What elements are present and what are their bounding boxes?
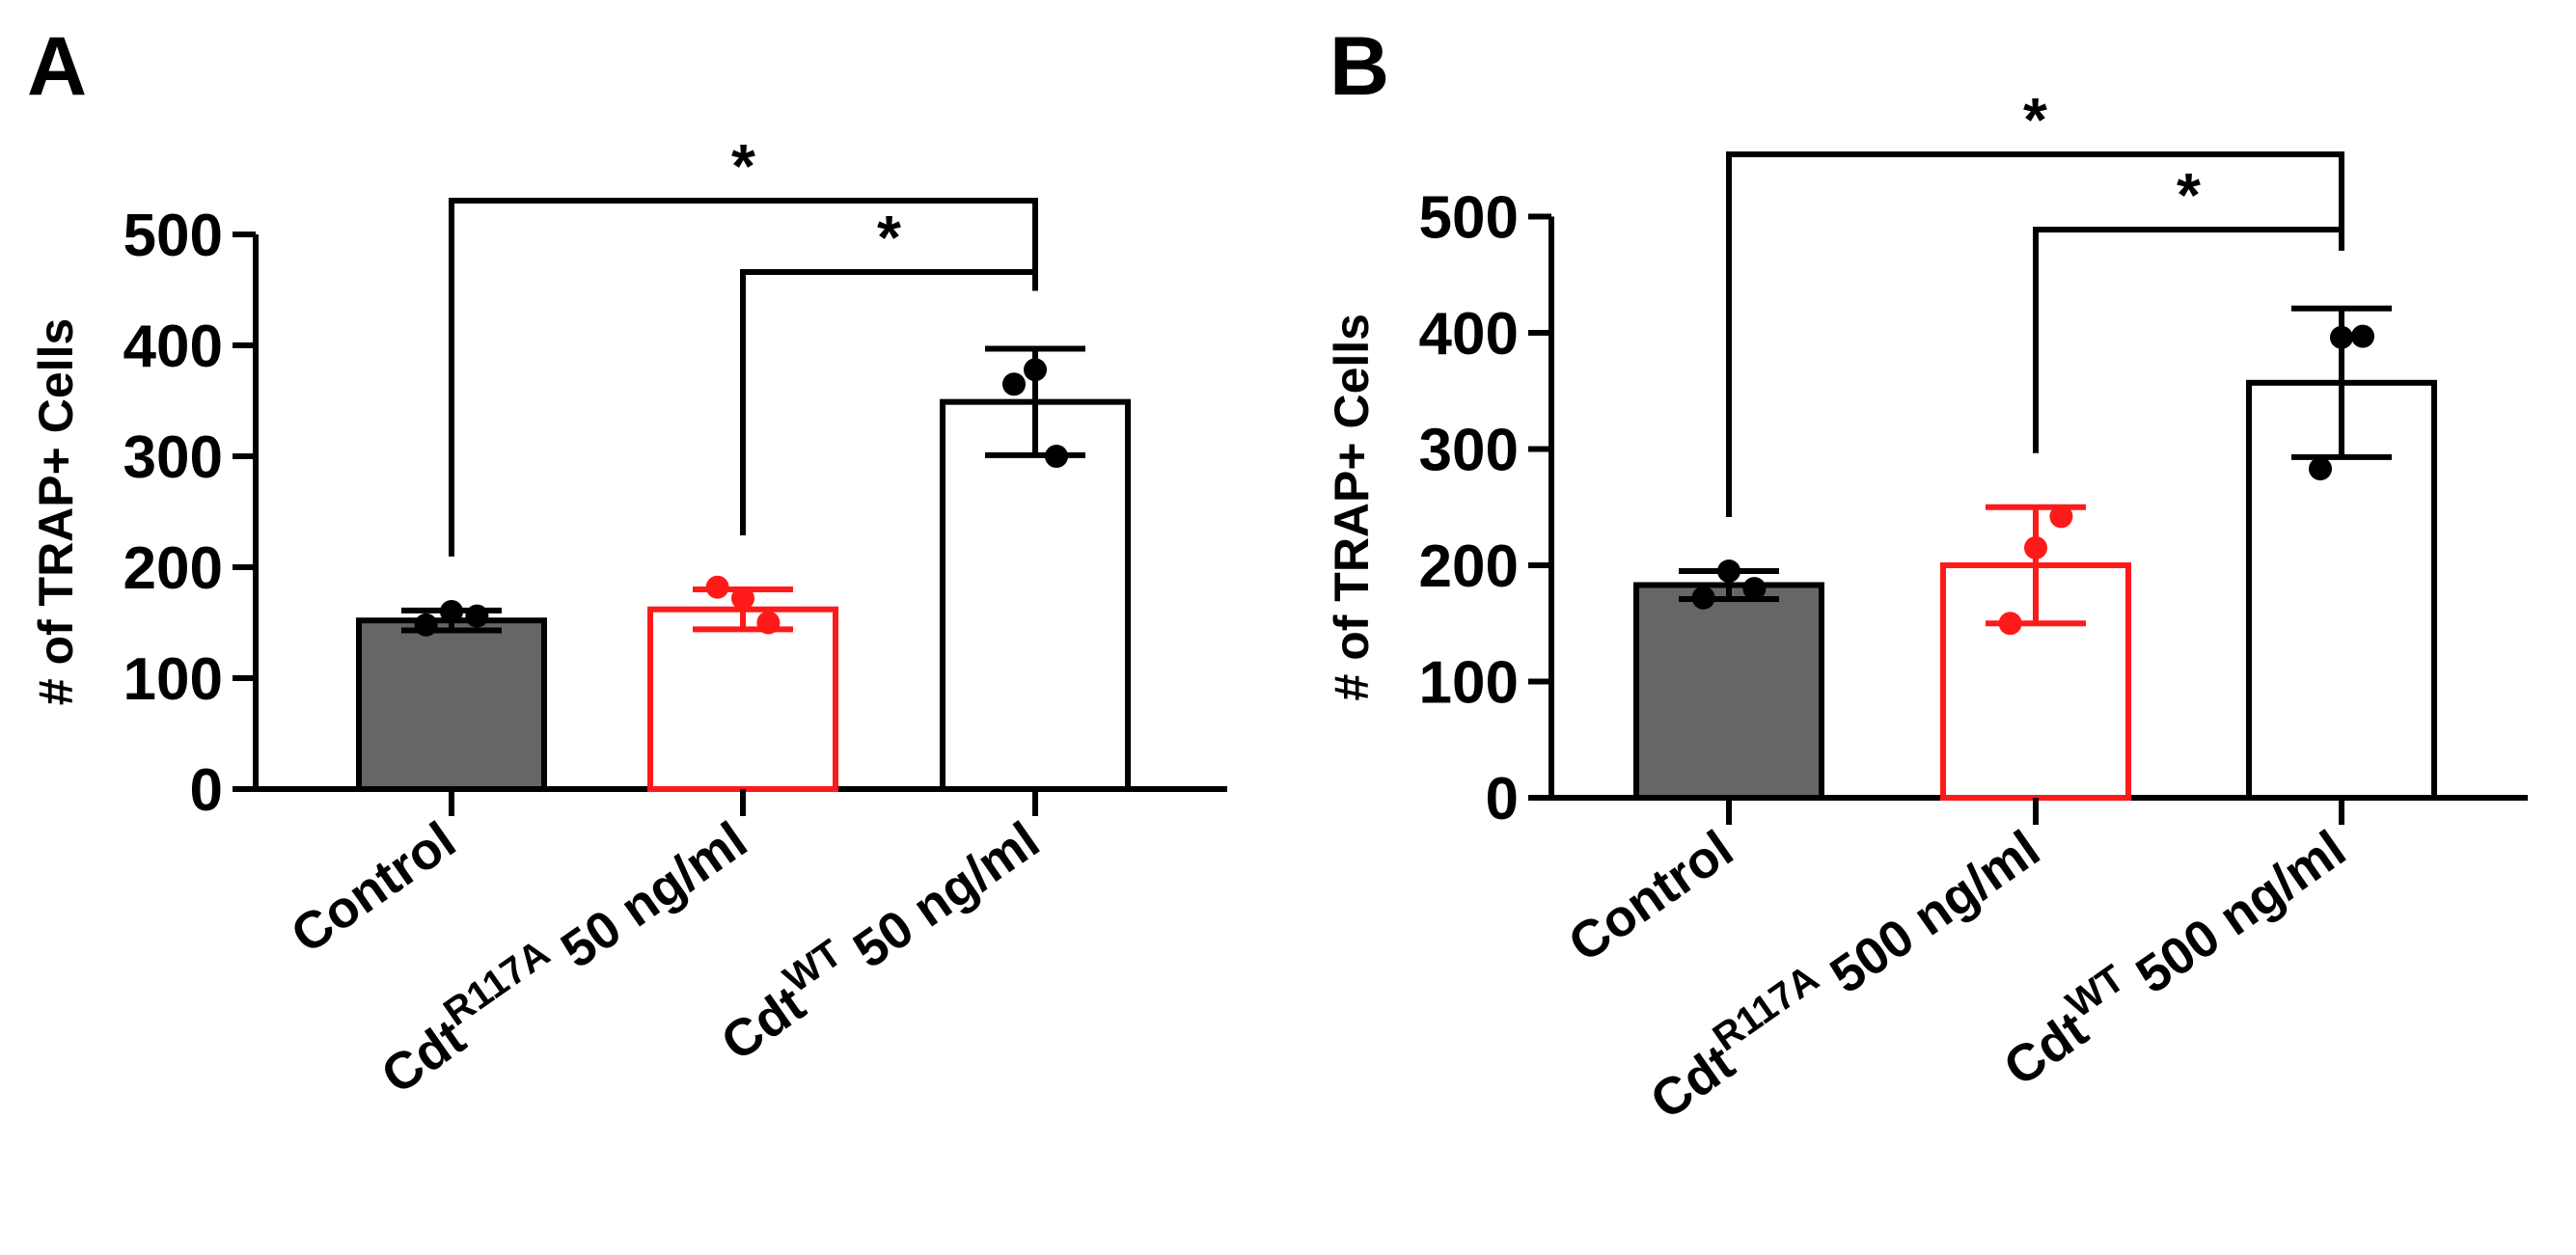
bar xyxy=(356,617,547,793)
y-tick-label: 500 xyxy=(1419,185,1519,252)
y-tick-label: 0 xyxy=(190,757,223,824)
data-point xyxy=(440,600,463,623)
bar xyxy=(647,606,838,793)
y-tick-label: 300 xyxy=(123,424,223,491)
panel-label-b: B xyxy=(1329,20,1389,113)
x-tick-label: Control xyxy=(281,811,466,965)
significance-star: * xyxy=(2177,160,2201,230)
data-point xyxy=(2309,456,2332,480)
data-point xyxy=(1998,612,2022,636)
data-point xyxy=(465,604,489,628)
x-label-rest: 500 ng/ml xyxy=(2114,820,2356,1014)
y-tick-label: 200 xyxy=(123,535,223,602)
y-tick-label: 300 xyxy=(1419,418,1519,484)
x-label-rest: 50 ng/ml xyxy=(539,811,757,988)
y-tick-label: 500 xyxy=(123,203,223,269)
y-tick-label: 100 xyxy=(1419,650,1519,717)
data-point xyxy=(731,587,754,611)
y-tick-label: 0 xyxy=(1486,766,1519,832)
data-point xyxy=(2351,324,2374,348)
significance-star: * xyxy=(731,131,755,201)
y-axis-label: # of TRAP+ Cells xyxy=(1325,314,1379,701)
panel-label-a: A xyxy=(27,20,87,113)
x-label-rest: 500 ng/ml xyxy=(1808,820,2050,1014)
y-tick-label: 400 xyxy=(123,314,223,380)
x-label-superscript: R117A xyxy=(436,932,557,1034)
data-point xyxy=(414,613,438,637)
panel-b-chart: 0 100 200 300 400 500 # of TRAP+ Cells Control C… xyxy=(1325,85,2528,1131)
y-axis-label: # of TRAP+ Cells xyxy=(29,318,83,706)
x-tick-label: CdtWT 500 ng/ml xyxy=(1987,811,2356,1098)
data-point xyxy=(1002,372,1026,396)
bar xyxy=(1633,582,1824,801)
panel-a-chart: 0 100 200 300 400 500 # of TRAP+ Cells Control C… xyxy=(29,131,1227,1105)
data-point xyxy=(1717,559,1740,584)
y-tick-label: 200 xyxy=(1419,533,1519,600)
significance-star: * xyxy=(2023,85,2047,154)
bar xyxy=(940,398,1131,792)
data-point xyxy=(1045,445,1068,468)
y-tick-label: 100 xyxy=(123,646,223,713)
data-point xyxy=(1742,577,1767,601)
x-label-superscript: R117A xyxy=(1706,957,1826,1059)
data-point xyxy=(756,611,781,635)
x-tick-label: Control xyxy=(1558,820,1743,973)
data-point xyxy=(2049,505,2073,529)
significance-bracket xyxy=(740,269,1038,535)
data-point xyxy=(2024,535,2047,559)
bar xyxy=(1940,562,2131,801)
data-point xyxy=(1024,358,1047,382)
significance-bracket xyxy=(449,198,1038,557)
x-tick-label: CdtWT 50 ng/ml xyxy=(705,803,1050,1073)
data-point xyxy=(705,575,729,599)
y-tick-label: 400 xyxy=(1419,301,1519,368)
data-point xyxy=(1691,586,1715,610)
data-point xyxy=(2330,325,2353,349)
x-label-rest: 50 ng/ml xyxy=(832,811,1050,988)
significance-star: * xyxy=(877,203,901,272)
significance-bracket xyxy=(2033,227,2344,453)
significance-bracket xyxy=(1726,151,2344,518)
